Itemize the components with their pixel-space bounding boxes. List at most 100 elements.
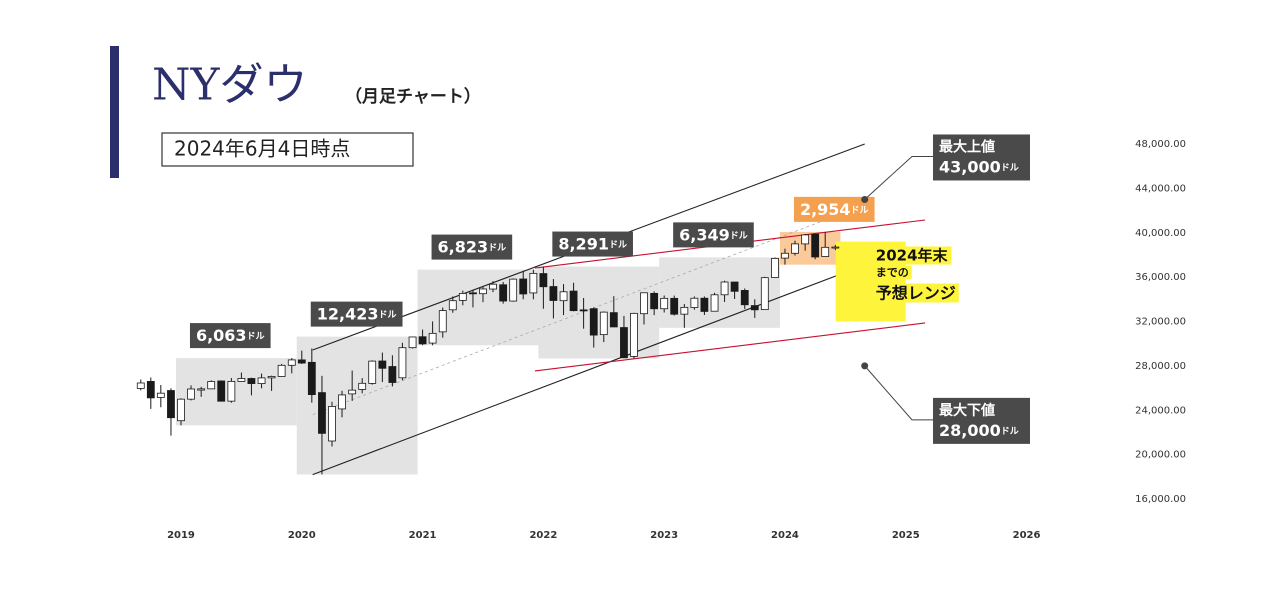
- candle-body: [136, 382, 145, 389]
- candle-body: [408, 336, 417, 349]
- range-unit: ドル: [488, 242, 506, 253]
- y-tick-label: 44,000.00: [1135, 183, 1186, 194]
- candle-body: [217, 380, 226, 402]
- title-bar: [110, 46, 119, 178]
- callout-value: 28,000ドル: [939, 420, 1019, 439]
- range-value: 2,954: [800, 199, 851, 218]
- y-tick-label: 16,000.00: [1135, 494, 1186, 505]
- candle-body: [710, 294, 719, 312]
- candle-body: [146, 381, 155, 399]
- chart-subtitle: （月足チャート）: [345, 86, 481, 107]
- forecast-text: までの: [876, 266, 909, 279]
- candle-body: [730, 281, 739, 292]
- candle-body: [428, 332, 437, 344]
- candle-body: [338, 394, 346, 410]
- candle-body: [700, 297, 709, 312]
- candle-body: [821, 246, 830, 257]
- candle-body: [771, 257, 779, 278]
- range-label-bg: [431, 234, 513, 260]
- candle-body: [499, 284, 508, 302]
- range-value: 6,349: [679, 225, 730, 244]
- candle-body: [348, 389, 357, 395]
- candle-body: [267, 376, 276, 379]
- y-tick-label: 32,000.00: [1135, 317, 1186, 328]
- candle-body: [690, 297, 699, 308]
- x-tick-label: 2019: [167, 530, 195, 541]
- range-label-text: 8,291ドル: [558, 234, 627, 253]
- range-unit: ドル: [379, 309, 397, 320]
- callout-title: 最大下値: [939, 402, 995, 419]
- forecast-line: までの: [872, 266, 912, 279]
- callout-value-number: 28,000: [939, 420, 1001, 439]
- candle-body: [529, 272, 538, 294]
- candle-body: [559, 291, 568, 302]
- candle-body: [177, 398, 185, 422]
- candle-body: [418, 336, 427, 345]
- range-label-text: 6,063ドル: [196, 326, 265, 345]
- range-label-bg: [673, 222, 754, 248]
- range-label-text: 2,954ドル: [800, 199, 869, 218]
- candle-body: [388, 366, 397, 383]
- x-tick-label: 2022: [529, 530, 557, 541]
- candle-body: [227, 381, 236, 402]
- range-label: 6,823ドル: [431, 234, 513, 260]
- range-box: [779, 231, 841, 265]
- candle-body: [781, 252, 789, 259]
- range-label: 6,063ドル: [189, 323, 271, 349]
- range-label: 6,349ドル: [673, 222, 754, 248]
- candle-body: [740, 290, 749, 306]
- range-box: [296, 336, 418, 475]
- y-tick-label: 28,000.00: [1135, 361, 1186, 372]
- range-value: 8,291: [558, 234, 609, 253]
- candle-body: [599, 311, 608, 336]
- range-value: 12,423: [317, 304, 379, 323]
- x-tick-label: 2023: [650, 530, 678, 541]
- forecast-text-bg: [872, 283, 959, 303]
- x-tick-label: 2020: [288, 530, 316, 541]
- candle-body: [589, 308, 598, 336]
- y-tick-label: 36,000.00: [1135, 272, 1186, 283]
- date-box: [161, 132, 414, 167]
- candle-body: [720, 281, 729, 296]
- candle-body: [489, 283, 497, 290]
- candle-body: [750, 305, 759, 311]
- x-tick-label: 2021: [409, 530, 437, 541]
- range-box: [538, 266, 660, 359]
- candle-body: [307, 361, 316, 396]
- candle-body: [257, 377, 266, 384]
- range-unit: ドル: [247, 331, 265, 342]
- callout-unit: ドル: [1001, 162, 1019, 173]
- range-unit: ドル: [851, 204, 869, 215]
- candle-body: [237, 378, 246, 382]
- forecast-text: 予想レンジ: [876, 284, 956, 303]
- x-tick-label: 2026: [1013, 530, 1041, 541]
- y-tick-label: 48,000.00: [1135, 139, 1186, 150]
- candle-body: [438, 310, 447, 333]
- candle-body: [207, 381, 216, 390]
- candle-body: [197, 388, 206, 391]
- candle-body: [680, 306, 689, 315]
- callout-value-number: 43,000: [939, 157, 1001, 176]
- candle-body: [297, 359, 306, 364]
- range-label-bg: [310, 301, 403, 327]
- range-label: 12,423ドル: [310, 301, 403, 327]
- candle-body: [368, 360, 377, 384]
- candle-body: [398, 347, 407, 379]
- chart-title: NYダウ: [152, 60, 308, 111]
- range-label-text: 6,349ドル: [679, 225, 748, 244]
- range-value: 6,063: [196, 326, 247, 345]
- candle-body: [509, 278, 518, 302]
- candle-body: [328, 406, 336, 442]
- range-label: 8,291ドル: [552, 231, 633, 257]
- candle-body: [458, 293, 467, 301]
- candle-body: [609, 312, 618, 328]
- range-label: 2,954ドル: [793, 196, 875, 222]
- candle-body: [630, 312, 638, 357]
- callout-box: [933, 134, 1030, 181]
- range-label-bg: [552, 231, 633, 257]
- forecast-text-bg: [872, 246, 952, 265]
- candle-body: [549, 286, 558, 301]
- candle-body: [801, 234, 810, 245]
